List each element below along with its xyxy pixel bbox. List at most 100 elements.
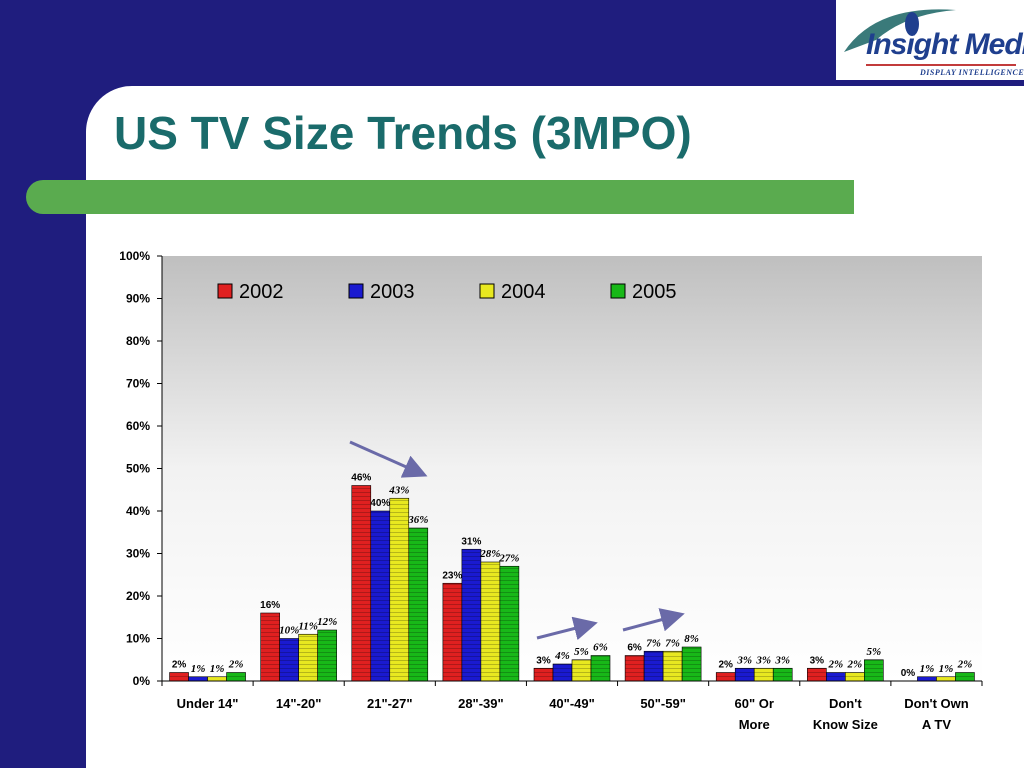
bar-shading <box>735 668 755 681</box>
bar-shading <box>370 511 390 681</box>
x-tick-label: Under 14" <box>177 696 239 711</box>
data-label: 3% <box>536 655 551 666</box>
y-tick-label: 60% <box>126 419 150 433</box>
x-tick-label: 60" Or <box>735 696 774 711</box>
data-label: 1% <box>920 663 935 675</box>
data-label: 2% <box>172 660 187 671</box>
data-label: 5% <box>866 646 881 658</box>
legend-label: 2002 <box>239 281 284 303</box>
bar-shading <box>955 672 975 681</box>
y-tick-label: 20% <box>126 589 150 603</box>
data-label: 2% <box>718 660 733 671</box>
logo: Insight Media DISPLAY INTELLIGENCE™ <box>836 0 1024 80</box>
x-tick-label: Don't Own <box>904 696 969 711</box>
bar-shading <box>773 668 793 681</box>
data-label: 1% <box>191 663 206 675</box>
data-label: 2% <box>228 659 244 671</box>
x-tick-label: A TV <box>922 717 951 732</box>
bar-shading <box>169 672 189 681</box>
bar-shading <box>644 651 664 681</box>
legend-swatch <box>479 283 495 299</box>
legend-label: 2003 <box>370 281 415 303</box>
trend-arrow <box>536 616 598 641</box>
y-tick-label: 70% <box>126 377 150 391</box>
data-label: 1% <box>939 663 954 675</box>
data-label: 7% <box>665 637 680 649</box>
data-label: 7% <box>646 637 661 649</box>
bar-shading <box>936 676 956 681</box>
bar-shading <box>754 668 774 681</box>
y-tick-label: 40% <box>126 504 150 518</box>
data-label: 3% <box>736 654 752 666</box>
data-label: 28% <box>479 548 500 560</box>
data-label: 27% <box>498 552 519 564</box>
x-tick-label: More <box>739 717 770 732</box>
data-label: 4% <box>554 650 570 662</box>
data-label: 6% <box>627 643 642 654</box>
logo-divider <box>866 64 1016 66</box>
bar-shading <box>260 613 280 681</box>
bar-shading <box>807 668 827 681</box>
bar-shading <box>298 634 318 681</box>
bar-shading <box>279 638 299 681</box>
bar-shading <box>461 549 481 681</box>
data-label: 2% <box>957 659 973 671</box>
legend-label: 2004 <box>501 281 546 303</box>
logo-tagline: DISPLAY INTELLIGENCE™ <box>920 68 1024 77</box>
bar-shading <box>207 676 227 681</box>
x-tick-label: Know Size <box>813 717 878 732</box>
bar-shading <box>226 672 246 681</box>
data-label: 43% <box>388 484 409 496</box>
data-label: 46% <box>351 473 371 484</box>
data-label: 2% <box>846 659 862 671</box>
data-label: 1% <box>210 663 225 675</box>
bar-shading <box>188 676 208 681</box>
data-label: 36% <box>407 514 428 526</box>
bar-shading <box>351 485 371 681</box>
bar-shading <box>716 672 736 681</box>
x-tick-label: Don't <box>829 696 862 711</box>
plot-area <box>162 256 982 681</box>
y-tick-label: 50% <box>126 462 150 476</box>
bar-shading <box>864 659 884 681</box>
bar-shading <box>499 566 519 681</box>
legend-swatch <box>348 283 364 299</box>
trend-arrow <box>349 440 428 478</box>
data-label: 5% <box>574 646 589 658</box>
bar-shading <box>826 672 846 681</box>
bar-shading <box>572 659 591 681</box>
bar-shading <box>480 562 500 681</box>
bar-shading <box>553 664 572 681</box>
data-label: 0% <box>901 668 916 679</box>
legend-swatch <box>217 283 233 299</box>
data-label: 11% <box>298 620 318 632</box>
data-label: 8% <box>684 633 699 645</box>
bar-shading <box>917 676 937 681</box>
bar-shading <box>625 655 645 681</box>
bar-shading <box>663 651 683 681</box>
y-tick-label: 10% <box>126 632 150 646</box>
y-tick-label: 0% <box>133 674 151 688</box>
data-label: 40% <box>370 498 390 509</box>
bar-shading <box>845 672 865 681</box>
x-tick-label: 40"-49" <box>549 696 595 711</box>
x-tick-label: 21"-27" <box>367 696 413 711</box>
y-tick-label: 80% <box>126 334 150 348</box>
x-tick-label: 14"-20" <box>276 696 322 711</box>
legend-label: 2005 <box>632 281 677 303</box>
y-tick-label: 30% <box>126 547 150 561</box>
slide-title: US TV Size Trends (3MPO) <box>114 107 692 159</box>
trend-arrow <box>622 608 685 632</box>
legend-swatch <box>610 283 626 299</box>
y-tick-label: 100% <box>119 249 150 263</box>
bar-shading <box>408 528 428 681</box>
data-label: 12% <box>317 616 337 628</box>
bar-shading <box>534 668 553 681</box>
data-label: 10% <box>279 625 299 637</box>
logo-swoosh-icon <box>844 9 956 52</box>
data-label: 3% <box>774 654 790 666</box>
bar-shading <box>591 655 610 681</box>
data-label: 23% <box>442 570 462 581</box>
data-label: 2% <box>827 659 843 671</box>
